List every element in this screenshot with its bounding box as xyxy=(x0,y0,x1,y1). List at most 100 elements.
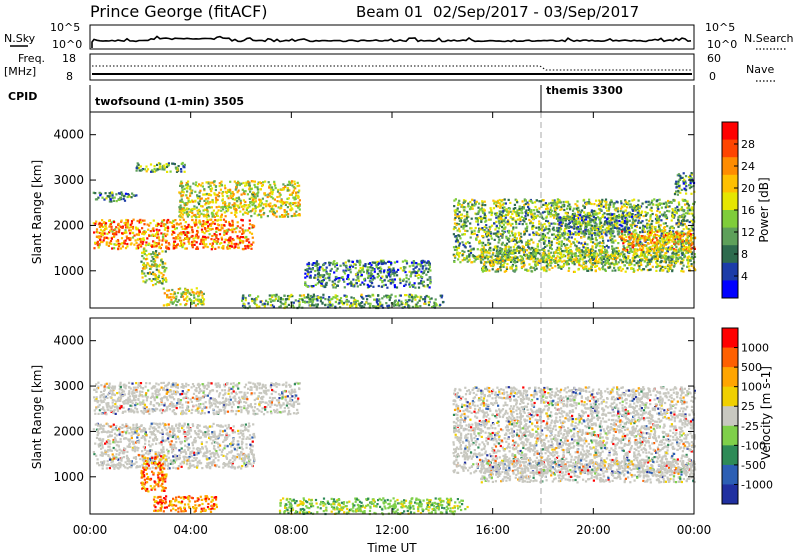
scatter-cell-8 xyxy=(678,249,681,252)
scatter-cell-8 xyxy=(536,232,539,235)
scatter-cell-3 xyxy=(253,180,256,183)
scatter-cell-3 xyxy=(190,215,193,218)
scatter-cell-8 xyxy=(566,204,570,207)
scatter-cell-8 xyxy=(648,236,651,239)
scatter-cell-0 xyxy=(111,230,114,233)
scatter-cell-8 xyxy=(544,202,547,205)
scatter-cell-6 xyxy=(278,305,281,309)
scatter-cell-0 xyxy=(205,230,208,233)
scatter-cell-7 xyxy=(377,274,381,277)
scatter-cell-8 xyxy=(497,220,500,223)
scatter-cell-8 xyxy=(641,230,644,234)
scatter-cell-0 xyxy=(230,242,233,245)
scatter-cell-0 xyxy=(138,230,141,233)
scatter-cell-6 xyxy=(433,302,436,305)
scatter-cell-6 xyxy=(360,293,363,296)
scatter-cell-7 xyxy=(306,263,309,266)
scatter-cell-7 xyxy=(390,263,393,266)
scatter-cell-8 xyxy=(624,200,627,203)
scatter-cell-3 xyxy=(185,181,188,185)
scatter-cell-1 xyxy=(135,194,138,197)
scatter-cell-3 xyxy=(269,202,272,205)
scatter-cell-8 xyxy=(525,222,528,225)
scatter-cell-6 xyxy=(304,301,307,304)
scatter-cell-8 xyxy=(534,257,537,260)
scatter-cell-8 xyxy=(540,255,543,258)
scatter-cell-7 xyxy=(320,284,323,287)
scatter-cell-8 xyxy=(497,205,500,208)
scatter-cell-8 xyxy=(609,219,612,222)
scatter-cell-4 xyxy=(165,280,168,283)
scatter-cell-5 xyxy=(165,303,168,306)
scatter-cell-9 xyxy=(534,263,537,266)
scatter-cell-8 xyxy=(513,203,516,206)
scatter-cell-9 xyxy=(549,264,552,267)
scatter-cell-7 xyxy=(306,268,309,271)
scatter-cell-8 xyxy=(649,248,652,251)
scatter-cell-8 xyxy=(673,211,677,214)
scatter-cell-8 xyxy=(611,237,614,241)
scatter-cell-8 xyxy=(631,259,634,262)
scatter-cell-8 xyxy=(465,216,469,219)
scatter-cell-8 xyxy=(607,203,610,206)
scatter-cell-5 xyxy=(192,291,195,294)
scatter-cell-1 xyxy=(123,195,126,198)
scatter-cell-8 xyxy=(555,213,559,216)
scatter-cell-9 xyxy=(620,253,623,256)
scatter-cell-8 xyxy=(651,220,654,223)
scatter-cell-8 xyxy=(566,237,569,240)
scatter-cell-8 xyxy=(553,237,556,240)
scatter-cell-3 xyxy=(223,211,226,214)
scatter-cell-3 xyxy=(294,204,297,207)
scatter-cell-3 xyxy=(298,213,301,216)
scatter-cell-8 xyxy=(679,248,683,251)
scatter-cell-8 xyxy=(586,243,589,246)
scatter-cell-3 xyxy=(230,196,233,199)
scatter-cell-8 xyxy=(495,216,498,219)
scatter-cell-8 xyxy=(526,214,530,217)
scatter-cell-8 xyxy=(507,212,510,215)
scatter-cell-5 xyxy=(194,304,197,307)
scatter-cell-6 xyxy=(319,296,322,299)
scatter-cell-8 xyxy=(676,208,680,211)
scatter-cell-3 xyxy=(201,185,204,188)
scatter-cell-2 xyxy=(182,165,185,168)
scatter-cell-8 xyxy=(476,235,479,238)
scatter-cell-8 xyxy=(590,209,593,212)
scatter-cell-8 xyxy=(511,217,514,221)
scatter-cell-7 xyxy=(308,267,311,270)
scatter-cell-0 xyxy=(210,248,213,251)
scatter-cell-5 xyxy=(182,291,185,294)
scatter-cell-8 xyxy=(504,209,507,212)
scatter-cell-8 xyxy=(604,198,608,201)
scatter-cell-8 xyxy=(601,213,605,216)
scatter-cell-0 xyxy=(174,245,178,248)
scatter-cell-8 xyxy=(523,217,526,220)
scatter-cell-6 xyxy=(423,298,427,301)
scatter-cell-8 xyxy=(677,239,680,242)
scatter-cell-8 xyxy=(681,198,684,201)
scatter-cell-8 xyxy=(553,202,556,205)
scatter-cell-7 xyxy=(330,267,333,271)
scatter-cell-6 xyxy=(367,302,370,305)
scatter-cell-3 xyxy=(250,196,253,199)
scatter-cell-7 xyxy=(401,269,404,272)
scatter-cell-0 xyxy=(241,224,244,227)
scatter-cell-8 xyxy=(490,209,493,212)
scatter-cell-8 xyxy=(555,234,558,237)
scatter-cell-8 xyxy=(590,240,593,244)
scatter-cell-4 xyxy=(148,252,151,256)
scatter-cell-7 xyxy=(322,269,325,272)
scatter-cell-0 xyxy=(173,228,177,231)
scatter-cell-8 xyxy=(504,213,508,216)
scatter-cell-4 xyxy=(154,263,157,266)
scatter-cell-4 xyxy=(141,270,144,273)
scatter-cell-0 xyxy=(190,235,193,238)
scatter-cell-8 xyxy=(658,224,661,227)
scatter-cell-7 xyxy=(403,267,406,270)
scatter-cell-3 xyxy=(191,200,195,203)
scatter-cell-8 xyxy=(554,259,557,262)
scatter-cell-2 xyxy=(135,166,138,169)
scatter-cell-4 xyxy=(155,254,158,257)
scatter-cell-3 xyxy=(251,209,254,212)
